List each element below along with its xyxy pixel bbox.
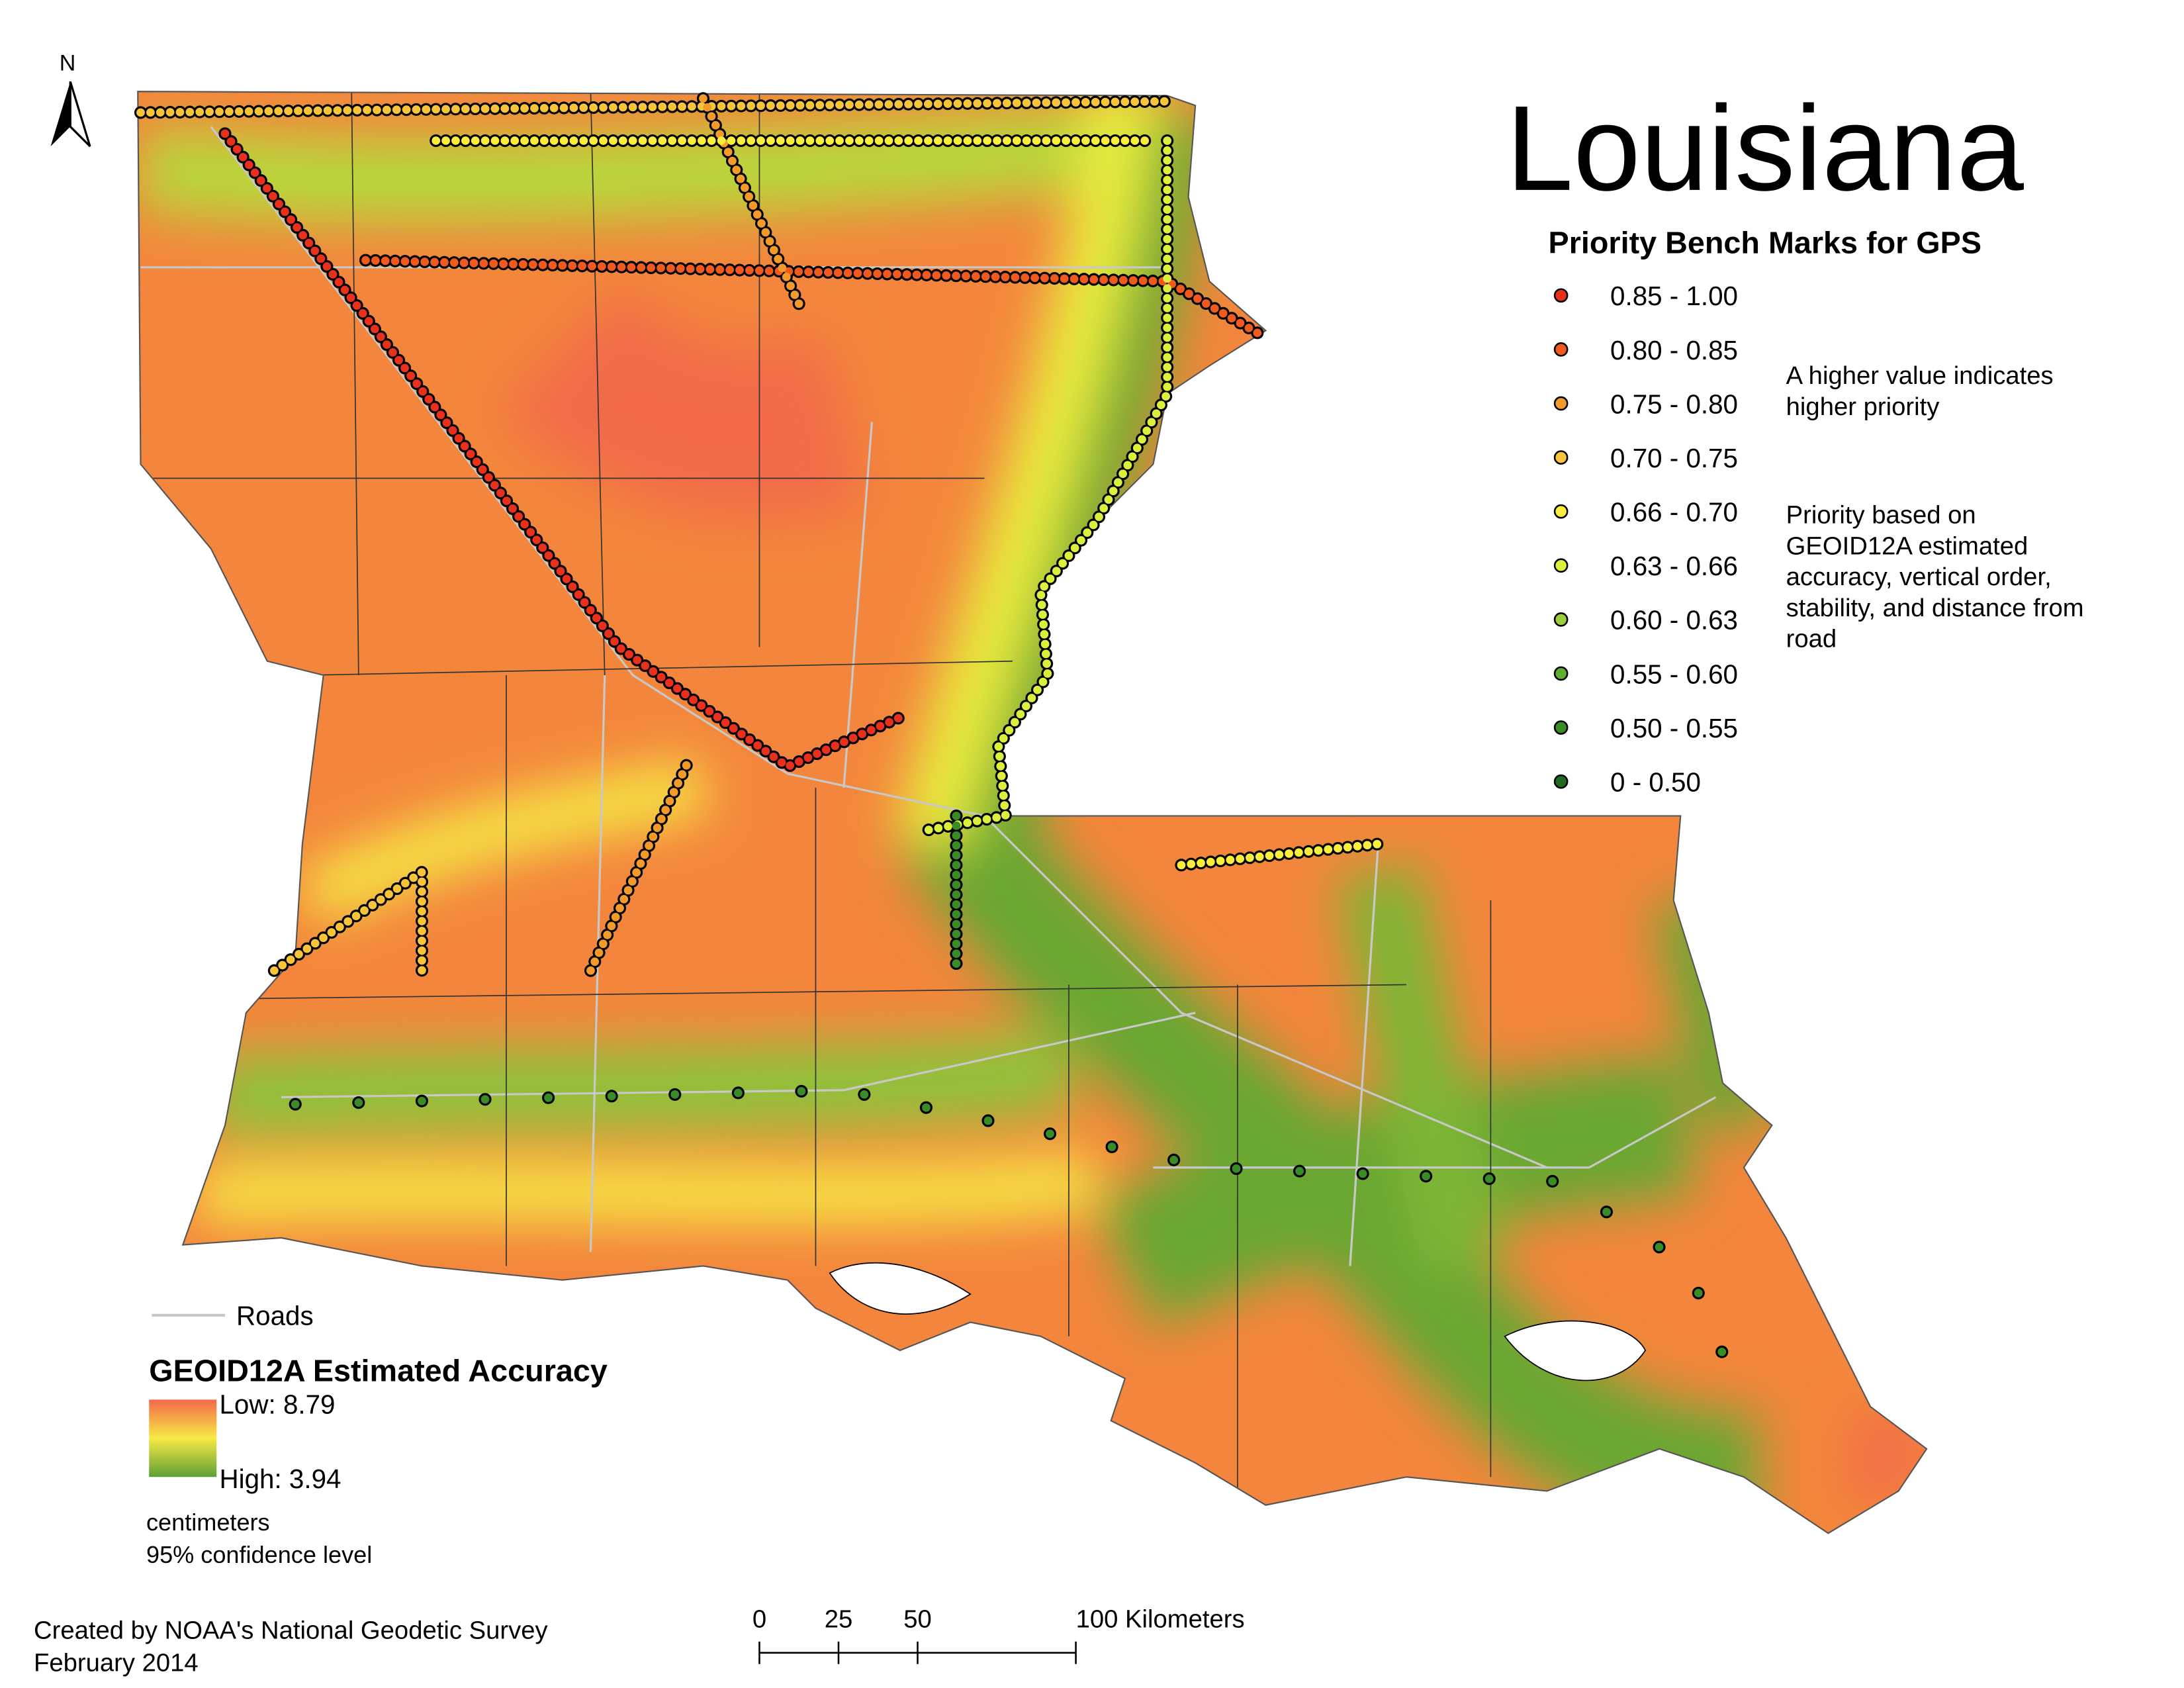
priority-legend: 0.85 - 1.00 0.80 - 0.85 0.75 - 0.80 0.70 - … <box>1553 281 1738 798</box>
legend-label: 0.55 - 0.60 <box>1610 659 1738 689</box>
legend-dot <box>1553 288 1569 303</box>
legend-label: 0 - 0.50 <box>1610 767 1701 798</box>
subtitle: Priority Bench Marks for GPS <box>1549 226 1981 260</box>
accuracy-high: High: 3.94 <box>219 1464 341 1494</box>
north-arrow <box>69 81 91 148</box>
roads-label: Roads <box>236 1301 314 1331</box>
title: Louisiana <box>1506 81 2025 216</box>
note: Priority based on GEOID12A estimated acc… <box>1786 500 2084 653</box>
legend-label: 0.70 - 0.75 <box>1610 443 1738 473</box>
legend-dot <box>1553 720 1569 735</box>
lake <box>829 1262 972 1315</box>
legend-label: 0.75 - 0.80 <box>1610 389 1738 419</box>
confidence: 95% confidence level <box>146 1541 372 1568</box>
legend-dot <box>1553 342 1569 357</box>
legend-label: 0.63 - 0.66 <box>1610 551 1738 581</box>
accuracy-low: Low: 8.79 <box>219 1389 335 1420</box>
scale-label: 0 <box>752 1605 766 1634</box>
units: centimeters <box>146 1509 270 1536</box>
legend-label: 0.60 - 0.63 <box>1610 605 1738 635</box>
lake <box>1504 1320 1647 1382</box>
legend-dot <box>1553 504 1569 519</box>
scale-bar: 0 25 50 100 Kilometers <box>752 1605 1245 1664</box>
bench-marks <box>134 92 1751 1413</box>
legend-dot <box>1553 450 1569 465</box>
note-box: A higher value indicates higher priority <box>1786 361 2054 421</box>
legend-dot <box>1553 558 1569 573</box>
accuracy-ramp <box>149 1399 217 1477</box>
accuracy-title: GEOID12A Estimated Accuracy <box>149 1354 608 1388</box>
legend-label: 0.66 - 0.70 <box>1610 497 1738 528</box>
legend-dot <box>1553 612 1569 627</box>
north-label: N <box>60 50 76 75</box>
scale-label: 100 Kilometers <box>1076 1605 1245 1634</box>
note: A higher value indicates higher priority <box>1786 361 2054 421</box>
legend-dot <box>1553 666 1569 681</box>
parish-lines <box>140 91 1492 1491</box>
north-arrow <box>50 81 71 147</box>
legend-label: 0.80 - 0.85 <box>1610 335 1738 365</box>
legend-label: 0.50 - 0.55 <box>1610 713 1738 743</box>
scale-label: 50 <box>903 1605 932 1634</box>
scale-label: 25 <box>825 1605 853 1634</box>
roads <box>140 126 1717 1266</box>
date: February 2014 <box>34 1648 199 1677</box>
note-box: Priority based on GEOID12A estimated acc… <box>1786 500 2084 653</box>
legend-label: 0.85 - 1.00 <box>1610 281 1738 311</box>
credit: Created by NOAA's National Geodetic Surv… <box>34 1617 548 1645</box>
legend-dot <box>1553 774 1569 789</box>
legend-dot <box>1553 396 1569 411</box>
